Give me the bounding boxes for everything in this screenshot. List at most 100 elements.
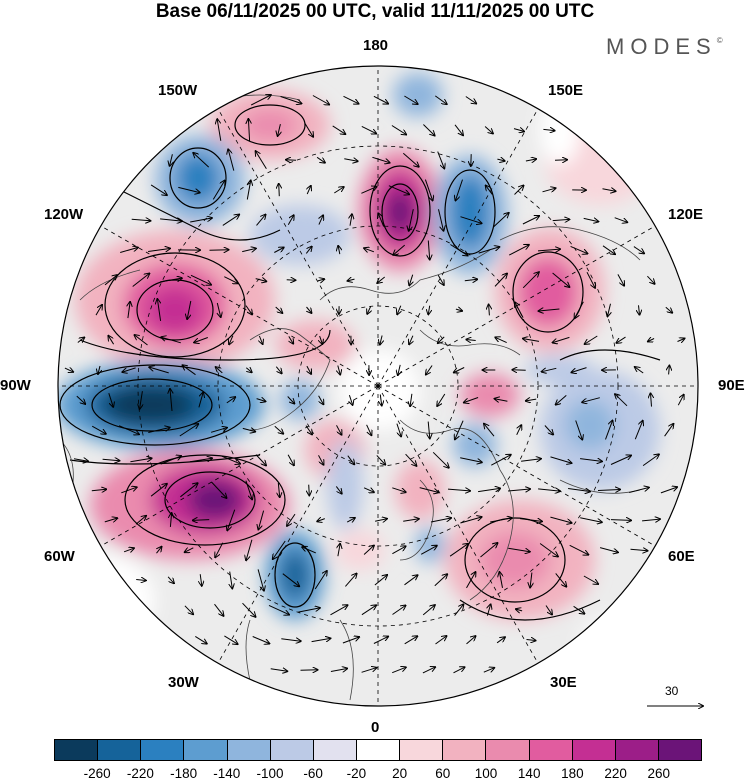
colorbar-tick-label: -60 xyxy=(303,766,323,781)
lon-label-30e: 30E xyxy=(550,674,577,691)
wind-vector-arrow xyxy=(73,459,88,461)
colorbar-segment xyxy=(400,740,444,760)
wind-vector-arrow xyxy=(450,244,467,256)
wind-vector-arrow xyxy=(486,186,493,195)
wind-vector-arrow xyxy=(282,573,299,587)
wind-vector-arrow xyxy=(542,188,556,192)
wind-vector-arrow xyxy=(516,425,522,436)
wind-vector-arrow xyxy=(490,518,512,523)
wind-vector-arrow xyxy=(372,156,389,162)
wind-vector-arrow xyxy=(402,152,418,166)
wind-vector-arrow xyxy=(316,156,325,162)
wind-vector-arrow xyxy=(221,455,240,463)
wind-vector-arrow xyxy=(542,368,557,371)
wind-vector-arrow xyxy=(424,179,432,201)
wind-vector-arrow xyxy=(195,635,206,643)
wind-vector-arrow xyxy=(77,338,84,343)
wind-vector-arrow xyxy=(391,125,406,135)
wind-vector-arrow xyxy=(447,489,470,491)
wind-vector-arrow xyxy=(487,604,490,616)
wind-vector-arrow xyxy=(338,544,340,557)
wind-vector-arrow xyxy=(543,129,554,130)
wind-vector-arrow xyxy=(438,336,445,343)
wind-vector-arrow xyxy=(602,189,616,191)
wind-vector-arrow xyxy=(522,216,539,225)
wind-vector-arrow xyxy=(608,303,611,317)
wind-vector-arrow xyxy=(318,395,324,405)
wind-vector-arrow xyxy=(516,609,523,611)
wind-vector-arrow xyxy=(278,123,281,136)
lon-label-150w: 150W xyxy=(158,82,198,99)
wind-vector-arrow xyxy=(583,218,599,221)
wind-vector-arrow xyxy=(398,364,400,375)
wind-vector-arrow xyxy=(539,309,560,311)
wind-vector-arrow xyxy=(514,186,524,195)
wind-vector-arrow xyxy=(575,420,583,440)
wind-vector-arrow xyxy=(228,149,235,171)
wind-vector-arrow xyxy=(410,393,412,406)
wind-vector-arrow xyxy=(91,425,106,434)
wind-vector-arrow xyxy=(377,276,386,283)
wind-vector-arrow xyxy=(580,459,602,462)
wind-vector-arrow xyxy=(597,490,620,491)
wind-vector-arrow xyxy=(184,605,193,614)
wind-vector-arrow xyxy=(217,119,222,141)
wind-vector-arrow xyxy=(222,215,239,226)
wind-vector-arrow xyxy=(464,279,477,280)
wind-vector-arrow xyxy=(393,244,406,255)
lon-label-0: 0 xyxy=(371,719,380,736)
wind-vector-arrow xyxy=(497,159,504,161)
wind-vector-arrow xyxy=(392,606,406,615)
wind-vector-arrow xyxy=(545,605,552,615)
colorbar-segment xyxy=(313,740,357,760)
wind-vector-arrow xyxy=(226,397,235,404)
wind-vector-arrow xyxy=(614,217,628,223)
wind-vector-arrow xyxy=(274,248,283,253)
wind-vector-arrow xyxy=(148,428,169,433)
wind-vector-arrow xyxy=(361,605,376,616)
wind-vector-arrow xyxy=(582,397,600,403)
wind-vector-arrow xyxy=(350,214,352,226)
wind-vector-arrow xyxy=(273,540,286,559)
wind-vector-arrow xyxy=(554,160,567,161)
wind-vector-arrow xyxy=(537,249,560,251)
wind-vector-arrow xyxy=(281,639,300,641)
wind-vector-arrow xyxy=(157,547,162,554)
wind-vector-arrow xyxy=(215,542,224,558)
wind-vector-arrow xyxy=(629,488,649,493)
wind-vector-arrow xyxy=(160,456,181,465)
colorbar-tick-label: -260 xyxy=(83,766,111,781)
wind-vector-arrow xyxy=(507,489,530,491)
wind-vector-arrow xyxy=(367,305,371,314)
wind-vector-arrow xyxy=(314,571,327,590)
colorbar-tick-label: 180 xyxy=(561,766,584,781)
colorbar-tick-label: 60 xyxy=(435,766,451,781)
colorbar-segment xyxy=(98,740,142,760)
wind-vector-arrow xyxy=(190,274,211,284)
meridian-line xyxy=(377,225,656,387)
wind-vector-arrow xyxy=(586,271,595,288)
wind-vector-arrow xyxy=(246,181,250,200)
wind-vector-arrow xyxy=(248,119,249,142)
wind-vector-arrow xyxy=(279,184,280,197)
wind-vector-arrow xyxy=(178,186,199,192)
wind-vector-arrow xyxy=(317,519,325,522)
wind-vector-arrow xyxy=(275,366,281,374)
colorbar-segment xyxy=(227,740,271,760)
wind-vector-arrow xyxy=(460,457,482,463)
wind-vector-arrow xyxy=(455,420,464,440)
wind-vector-arrow xyxy=(98,365,100,374)
wind-vector-arrow xyxy=(526,640,536,641)
wind-vector-arrow xyxy=(330,669,347,672)
wind-vector-arrow xyxy=(496,637,505,644)
wind-vector-arrow xyxy=(428,421,430,439)
wind-vector-arrow xyxy=(610,520,631,521)
colorbar-tick-labels: -260 -220 -180 -140 -100 -60 -20 20 60 100 140 180 2… xyxy=(54,766,702,782)
wind-vector-arrow xyxy=(363,487,374,492)
wind-vector-arrow xyxy=(334,187,343,194)
wind-vector-arrow xyxy=(635,367,644,374)
wind-vector-arrow xyxy=(319,215,323,225)
wind-vector-arrow xyxy=(246,368,251,373)
wind-vector-arrow xyxy=(580,517,602,522)
wind-vector-arrow xyxy=(307,365,311,374)
